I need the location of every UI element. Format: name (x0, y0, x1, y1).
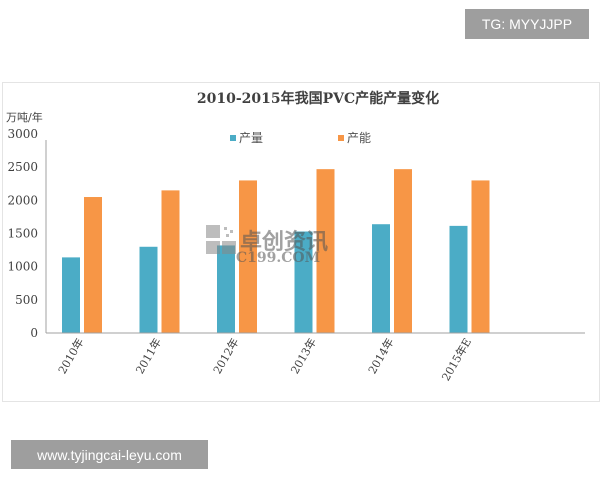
y-tick-label: 2000 (7, 193, 38, 207)
bar-capacity (394, 169, 412, 333)
bar-capacity (84, 197, 102, 333)
watermark-logo-icon (206, 225, 220, 238)
watermark-url: C199.COM (236, 250, 320, 266)
y-axis-label: 万吨/年 (6, 110, 43, 124)
bar-capacity (471, 180, 490, 333)
legend-label: 产量 (239, 131, 263, 145)
bar-output (372, 224, 390, 333)
legend-swatch (338, 135, 344, 141)
y-tick-label: 1500 (7, 227, 38, 241)
bar-output (139, 246, 158, 333)
y-tick-label: 2500 (7, 160, 38, 174)
y-tick-label: 500 (15, 293, 38, 307)
watermark: 卓创资讯 C199.COM (206, 225, 328, 266)
bar-output (294, 231, 313, 333)
bar-capacity (316, 169, 335, 333)
chart-title: 2010-2015年我国PVC产能产量变化 (197, 90, 439, 107)
x-tick-label: 2011年 (132, 336, 164, 377)
x-tick-label: 2010年 (55, 336, 87, 377)
y-tick-label: 3000 (7, 127, 38, 141)
bar-output (217, 245, 235, 333)
site-badge[interactable]: www.tyjingcai-leyu.com (11, 440, 208, 469)
x-tick-label: 2013年 (287, 336, 319, 377)
x-tick-label: 2015年E (438, 336, 474, 384)
bar-capacity (161, 190, 180, 333)
y-tick-label: 0 (30, 326, 38, 340)
bar-output (449, 225, 468, 333)
legend-swatch (230, 135, 236, 141)
x-tick-label: 2014年 (365, 336, 397, 377)
watermark-name: 卓创资讯 (240, 229, 328, 255)
bar-output (62, 257, 80, 333)
x-tick-label: 2012年 (210, 336, 242, 377)
legend-label: 产能 (347, 131, 371, 145)
bar-capacity (239, 180, 257, 333)
tg-badge: TG: MYYJJPP (465, 9, 589, 39)
y-tick-label: 1000 (7, 260, 38, 274)
